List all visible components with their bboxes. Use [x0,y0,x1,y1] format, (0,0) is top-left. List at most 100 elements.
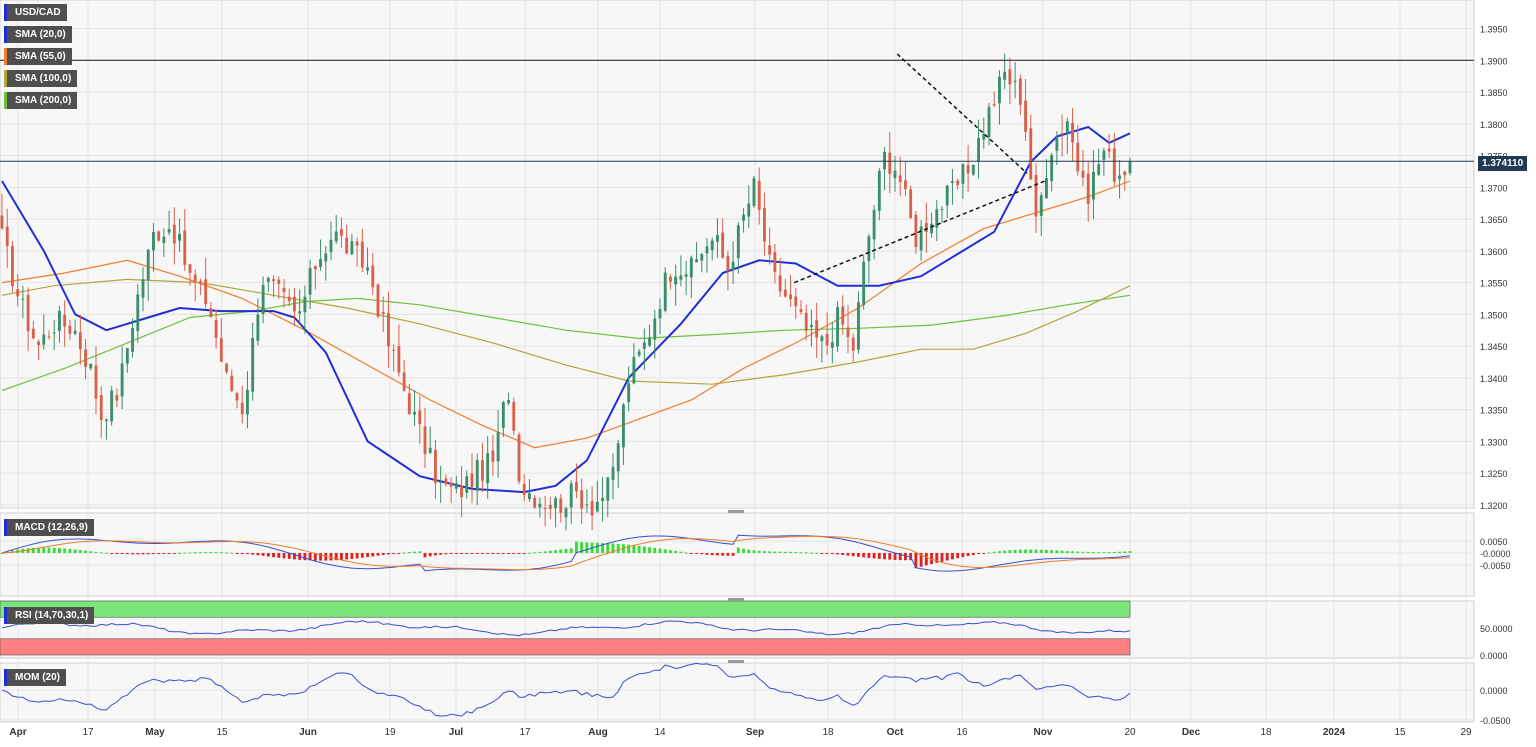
candle [31,320,35,340]
candle [768,227,772,265]
candle [846,305,850,354]
candle [773,243,777,284]
macd-histogram-bar [214,552,218,554]
candle-body [131,328,134,352]
candle-body [883,151,886,170]
candle [407,383,411,415]
macd-histogram-bar [99,552,103,554]
candle-body [877,170,881,211]
candle [334,215,338,244]
legend-sma100[interactable]: SMA (100,0) [4,70,78,87]
candle [392,344,396,372]
candle [115,388,119,408]
time-tick-label: 17 [519,727,531,738]
mom-tick-label: -0.0500 [1480,716,1511,726]
candle-body [501,402,505,428]
macd-tick-label: 0.0050 [1480,537,1508,547]
candle-body [1034,175,1038,217]
legend-symbol[interactable]: USD/CAD [4,4,67,21]
candle-body [120,363,124,397]
macd-histogram-bar [601,543,604,553]
candle-body [1076,142,1080,172]
candle-body [110,390,114,422]
macd-histogram-bar [695,553,698,554]
macd-histogram-bar [924,553,928,566]
price-tick-label: 1.3550 [1480,279,1508,289]
macd-histogram-bar [841,553,845,556]
candle-body [726,256,730,271]
candle-body [418,410,422,425]
macd-histogram-bar [595,542,599,553]
candle [308,259,312,309]
price-tick-label: 1.3650 [1480,215,1508,225]
candle [319,239,322,271]
macd-histogram-bar [836,553,839,555]
macd-histogram-bar [110,553,114,554]
rsi-overbought-band [0,600,1131,618]
candle-body [73,330,77,334]
candle [340,217,343,248]
macd-histogram-bar [256,553,260,556]
candle [199,278,202,295]
panel-resize-handle [728,510,744,513]
time-tick-label: 20 [1124,727,1136,738]
legend-mom[interactable]: MOM (20) [4,669,66,686]
candle-body [679,275,683,280]
candle [287,288,291,307]
candle-body [486,453,490,484]
candle-body [355,241,359,246]
candle-body [99,395,103,420]
candle-body [188,264,192,273]
candle-body [710,240,714,251]
legend-macd[interactable]: MACD (12,26,9) [4,519,94,536]
candle [945,184,949,219]
macd-histogram-bar [825,553,829,554]
candle [230,369,234,393]
candle-body [465,476,469,493]
candle [569,480,573,524]
candle [543,495,547,527]
legend-sma20[interactable]: SMA (20,0) [4,26,72,43]
trendline-upper [896,53,1028,174]
macd-histogram-bar [1050,550,1054,553]
legend-rsi[interactable]: RSI (14,70,30,1) [4,607,95,624]
price-tick-label: 1.3350 [1480,406,1508,416]
legend-sma200[interactable]: SMA (200,0) [4,92,78,109]
candle-body [52,332,56,334]
candle-body [554,498,557,509]
candle-body [387,312,390,347]
macd-histogram-bar [240,553,244,554]
macd-histogram-bar [982,553,986,554]
candle-body [444,478,448,484]
candle-body [11,246,14,287]
candle [449,477,453,504]
candle [486,436,490,499]
candle-body [507,400,510,404]
candle-body [162,236,166,244]
candle [721,218,725,259]
price-tick-label: 1.3250 [1480,469,1508,479]
macd-histogram-bar [914,553,918,569]
candle-body [757,180,761,211]
candle [611,453,615,500]
macd-histogram-bar [52,547,56,553]
candle [804,304,808,341]
candle-body [611,467,615,480]
candle-body [42,334,46,345]
macd-histogram-bar [78,550,82,553]
macd-histogram-bar [559,549,563,553]
candle-body [298,311,302,314]
candle-body [235,393,239,401]
candle-body [1029,128,1033,180]
candle-body [721,232,725,258]
legend-sma55[interactable]: SMA (55,0) [4,48,72,65]
macd-histogram-bar [1092,552,1095,554]
macd-histogram-bar [783,551,787,553]
candle-body [1102,150,1106,160]
candle [841,295,845,335]
time-tick-label: Aug [588,727,607,738]
candle [439,465,443,503]
macd-histogram-bar [669,550,672,553]
candle-body [752,178,756,206]
candle-body [246,389,249,415]
